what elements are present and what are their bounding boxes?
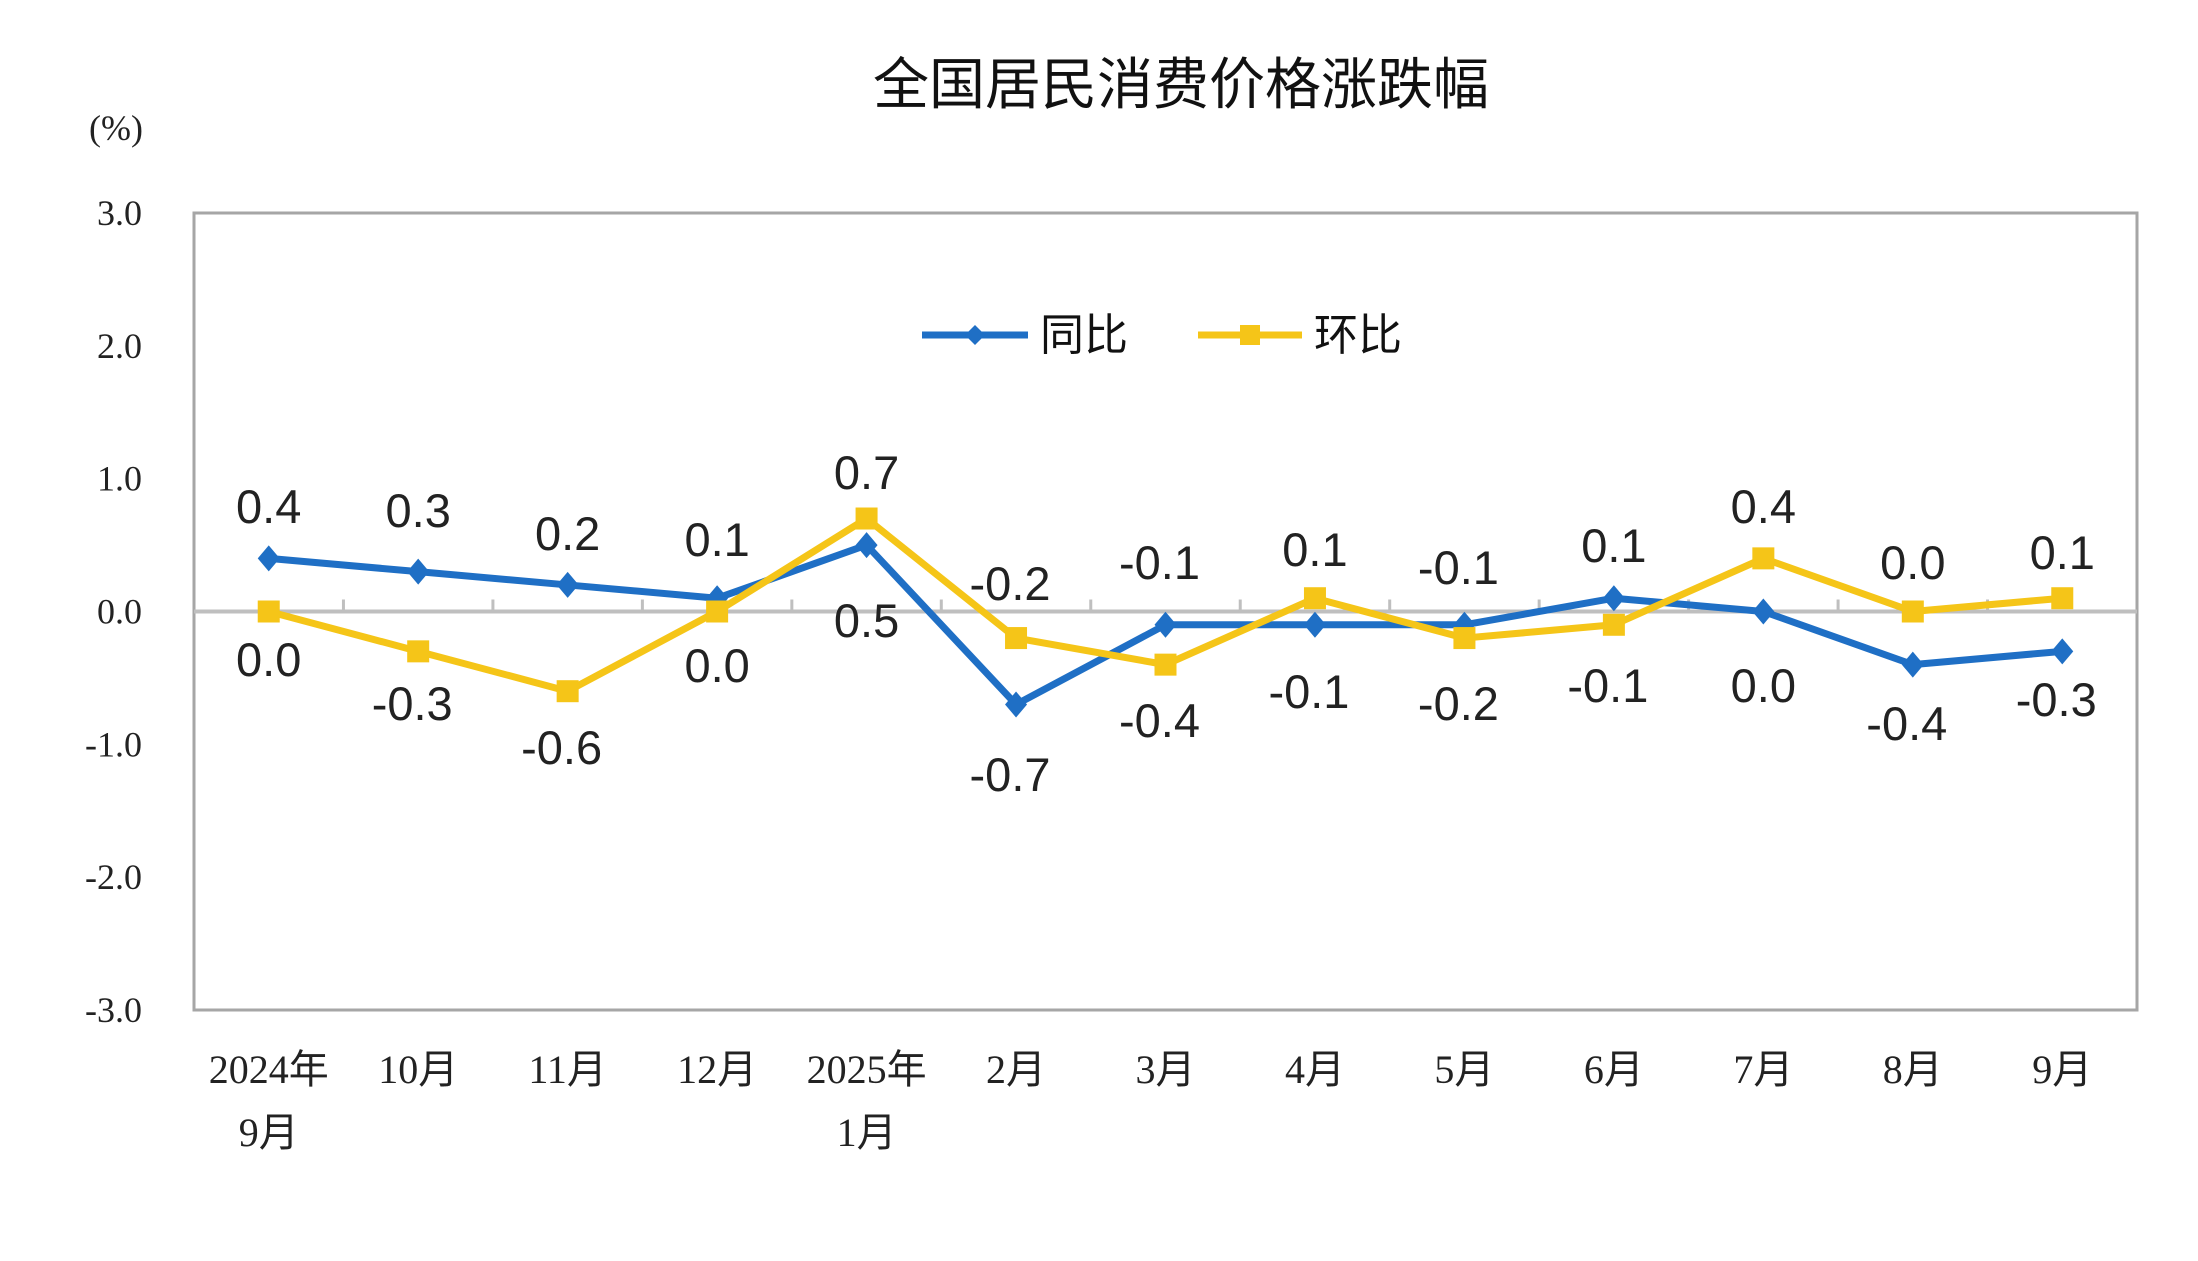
data-label: -0.2 bbox=[1418, 677, 1499, 730]
data-label: 0.1 bbox=[1282, 523, 1347, 576]
y-axis-ticks: 3.0 2.0 1.0 0.0 -1.0 -2.0 -3.0 bbox=[85, 193, 142, 1030]
y-tick-label: -1.0 bbox=[85, 724, 142, 764]
x-axis-labels: 2024年 9月 10月 11月 12月 2025年 1月 2月 3月 4月 5月 6月 7月 8月 9月 bbox=[209, 1047, 2093, 1155]
data-point-marker bbox=[1005, 627, 1028, 650]
data-point-marker bbox=[1303, 587, 1326, 610]
diamond-marker-icon bbox=[965, 325, 985, 345]
x-tick-label: 9月 bbox=[239, 1110, 299, 1155]
data-point-marker bbox=[1154, 611, 1177, 638]
x-tick-label: 8月 bbox=[1883, 1047, 1943, 1092]
data-label: -0.4 bbox=[1119, 694, 1200, 747]
data-label: 0.0 bbox=[1880, 536, 1945, 589]
data-label: 0.3 bbox=[386, 484, 451, 537]
data-point-marker bbox=[1303, 611, 1326, 638]
data-label: -0.1 bbox=[1567, 659, 1648, 712]
square-marker-icon bbox=[1240, 325, 1260, 345]
legend-label-yoy: 同比 bbox=[1040, 311, 1128, 360]
y-tick-label: -3.0 bbox=[85, 990, 142, 1030]
data-point-marker bbox=[1752, 547, 1775, 570]
x-tick-label: 7月 bbox=[1733, 1047, 1793, 1092]
data-label: 0.0 bbox=[236, 633, 301, 686]
data-label: -0.1 bbox=[1119, 536, 1200, 589]
data-point-marker bbox=[855, 532, 878, 559]
x-tick-label: 12月 bbox=[677, 1047, 757, 1092]
y-axis-unit: (%) bbox=[89, 108, 143, 148]
x-tick-label: 3月 bbox=[1136, 1047, 1196, 1092]
data-label: 0.1 bbox=[1581, 519, 1646, 572]
x-tick-label: 9月 bbox=[2032, 1047, 2092, 1092]
data-point-marker bbox=[1453, 627, 1476, 650]
data-labels: 0.4 0.3 0.2 0.1 0.5 -0.7 -0.1 -0.1 -0.1 0.1 0.0 -0.… bbox=[236, 446, 2097, 801]
data-point-marker bbox=[855, 507, 878, 530]
data-label: 0.0 bbox=[684, 639, 749, 692]
x-tick-label: 2月 bbox=[986, 1047, 1046, 1092]
data-label: 0.4 bbox=[236, 480, 301, 533]
data-point-marker bbox=[1752, 598, 1775, 625]
data-point-marker bbox=[1005, 691, 1028, 718]
data-label: 0.7 bbox=[834, 446, 899, 499]
data-label: -0.1 bbox=[1268, 665, 1349, 718]
legend-label-mom: 环比 bbox=[1314, 311, 1402, 360]
data-label: 0.5 bbox=[834, 594, 899, 647]
data-label: -0.4 bbox=[1866, 697, 1947, 750]
legend-item-yoy: 同比 bbox=[922, 311, 1128, 360]
data-point-marker bbox=[1154, 653, 1177, 676]
data-point-marker bbox=[1602, 613, 1625, 636]
x-tick-label: 5月 bbox=[1434, 1047, 1494, 1092]
data-label: 0.1 bbox=[684, 513, 749, 566]
data-point-marker bbox=[1901, 651, 1924, 678]
data-point-marker bbox=[257, 600, 280, 623]
data-label: -0.1 bbox=[1418, 541, 1499, 594]
chart-title: 全国居民消费价格涨跌幅 bbox=[873, 53, 1489, 116]
x-tick-label: 6月 bbox=[1584, 1047, 1644, 1092]
data-label: -0.3 bbox=[2016, 673, 2097, 726]
data-label: 0.4 bbox=[1731, 480, 1796, 533]
data-label: 0.2 bbox=[535, 507, 600, 560]
series-group bbox=[257, 507, 2074, 718]
data-label: -0.6 bbox=[521, 721, 602, 774]
data-point-marker bbox=[2051, 587, 2074, 610]
data-label: 0.0 bbox=[1731, 659, 1796, 712]
data-label: -0.3 bbox=[372, 677, 453, 730]
data-point-marker bbox=[1602, 585, 1625, 612]
y-tick-label: 0.0 bbox=[97, 592, 142, 632]
y-tick-label: -2.0 bbox=[85, 857, 142, 897]
x-tick-label: 2024年 bbox=[209, 1047, 329, 1092]
data-point-marker bbox=[407, 558, 430, 585]
legend: 同比 环比 bbox=[922, 311, 1402, 360]
data-point-marker bbox=[2051, 638, 2074, 665]
data-label: -0.7 bbox=[970, 748, 1051, 801]
data-point-marker bbox=[1901, 600, 1924, 623]
data-point-marker bbox=[706, 600, 729, 623]
data-point-marker bbox=[257, 545, 280, 572]
y-tick-label: 1.0 bbox=[97, 459, 142, 499]
legend-item-mom: 环比 bbox=[1198, 311, 1402, 360]
data-label: 0.1 bbox=[2030, 526, 2095, 579]
data-point-marker bbox=[556, 680, 579, 703]
x-tick-label: 2025年 bbox=[807, 1047, 927, 1092]
x-tick-label: 11月 bbox=[528, 1047, 607, 1092]
data-point-marker bbox=[556, 571, 579, 598]
x-tick-label: 10月 bbox=[378, 1047, 458, 1092]
data-point-marker bbox=[407, 640, 430, 663]
y-tick-label: 2.0 bbox=[97, 326, 142, 366]
x-tick-label: 4月 bbox=[1285, 1047, 1345, 1092]
y-tick-label: 3.0 bbox=[97, 193, 142, 233]
x-tick-label: 1月 bbox=[837, 1110, 897, 1155]
data-label: -0.2 bbox=[970, 557, 1051, 610]
